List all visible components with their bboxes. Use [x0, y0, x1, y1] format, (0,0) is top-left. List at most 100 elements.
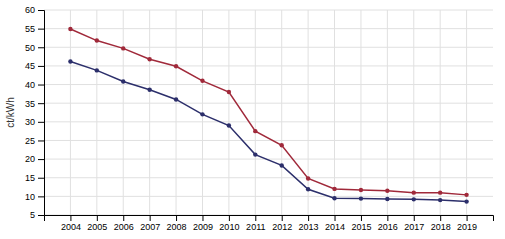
x-tick: 2007 — [140, 215, 160, 232]
y-grid-line — [44, 140, 493, 141]
x-tick-mark — [282, 215, 283, 221]
x-tick: 2013 — [299, 215, 319, 232]
y-tick-label: 50 — [25, 43, 35, 53]
point — [306, 187, 310, 191]
point — [385, 189, 389, 193]
y-tick: 25 — [25, 136, 44, 146]
x-tick-mark — [176, 215, 177, 221]
x-grid-line — [70, 10, 71, 215]
point — [359, 188, 363, 192]
y-tick: 60 — [25, 5, 44, 15]
chart: 2004200520062007200820092010201120122013… — [0, 0, 505, 239]
x-axis: 2004 2005 2006 2007 2008 2009 2010 2011 2012 2013… — [45, 215, 494, 232]
plot: 2004200520062007200820092010201120122013… — [25, 5, 494, 232]
y-grid-line — [44, 196, 493, 197]
x-grid-line — [334, 10, 335, 215]
x-grid-line — [228, 10, 229, 215]
y-tick-label: 20 — [25, 154, 35, 164]
y-tick: 40 — [25, 80, 44, 90]
y-tick-mark — [38, 122, 44, 123]
y-tick-mark — [38, 159, 44, 160]
point — [174, 97, 178, 101]
point — [438, 190, 442, 194]
x-tick-mark — [229, 215, 230, 221]
x-grid-line — [149, 10, 150, 215]
grid — [44, 10, 493, 215]
x-tick-label: 2013 — [299, 222, 319, 232]
x-tick-mark — [70, 215, 71, 221]
y-tick-mark — [38, 29, 44, 30]
x-axis-line — [45, 216, 494, 222]
y-tick-label: 40 — [25, 80, 35, 90]
x-tick-label: 2015 — [351, 222, 371, 232]
point — [464, 199, 468, 203]
line — [70, 61, 466, 201]
x-tick-label: 2005 — [87, 222, 107, 232]
x-tick: 2017 — [404, 215, 424, 232]
point — [121, 46, 125, 50]
point — [385, 197, 389, 201]
y-grid-line — [44, 65, 493, 66]
y-tick-label: 30 — [25, 117, 35, 127]
x-tick-label: 2010 — [219, 222, 239, 232]
x-tick: 2012 — [272, 215, 292, 232]
x-tick-mark — [123, 215, 124, 221]
y-tick-label: 60 — [25, 5, 35, 15]
point — [68, 27, 72, 31]
point — [174, 64, 178, 68]
x-tick-mark — [255, 215, 256, 221]
x-tick: 2015 — [351, 215, 371, 232]
x-tick-mark — [308, 215, 309, 221]
y-tick-label: 35 — [25, 99, 35, 109]
x-tick-label: 2007 — [140, 222, 160, 232]
x-tick-label: 2011 — [246, 222, 265, 232]
point — [121, 79, 125, 83]
x-tick: 2019 — [457, 215, 477, 232]
x-tick-mark — [387, 215, 388, 221]
y-tick-label: 45 — [25, 61, 35, 71]
y-tick-label: 55 — [25, 24, 35, 34]
x-tick-mark — [467, 215, 468, 221]
x-grid-line — [281, 10, 282, 215]
x-grid-line — [413, 10, 414, 215]
x-tick-mark — [440, 215, 441, 221]
x-tick: 2009 — [193, 215, 213, 232]
point — [332, 196, 336, 200]
point — [359, 196, 363, 200]
x-tick-mark — [97, 215, 98, 221]
y-grid-line — [44, 10, 493, 11]
y-tick: 10 — [25, 192, 44, 202]
point — [200, 112, 204, 116]
x-tick-label: 2017 — [404, 222, 424, 232]
y-grid-line — [44, 84, 493, 85]
x-tick: 2018 — [431, 215, 451, 232]
y-tick: 15 — [25, 173, 44, 183]
point — [68, 59, 72, 63]
x-tick: 2006 — [114, 215, 134, 232]
y-tick: 20 — [25, 154, 44, 164]
point — [412, 190, 416, 194]
point — [332, 187, 336, 191]
x-tick-label: 2004 — [61, 222, 81, 232]
y-tick-label: 15 — [25, 173, 35, 183]
y-tick: 30 — [25, 117, 44, 127]
x-grid-line — [466, 10, 467, 215]
x-grid-line — [176, 10, 177, 215]
x-tick: 2008 — [167, 215, 187, 232]
y-tick-mark — [38, 196, 44, 197]
point — [95, 38, 99, 42]
point — [147, 88, 151, 92]
y-axis-title: ct/kWh — [5, 97, 16, 128]
x-tick-mark — [150, 215, 151, 221]
x-tick-label: 2009 — [193, 222, 213, 232]
x-tick-mark — [361, 215, 362, 221]
y-tick-mark — [38, 215, 44, 216]
point — [280, 163, 284, 167]
point — [95, 68, 99, 72]
y-tick: 50 — [25, 43, 44, 53]
x-grid-line — [387, 10, 388, 215]
x-grid-line — [360, 10, 361, 215]
y-tick-mark — [38, 47, 44, 48]
x-tick-mark — [414, 215, 415, 221]
y-tick-mark — [38, 178, 44, 179]
